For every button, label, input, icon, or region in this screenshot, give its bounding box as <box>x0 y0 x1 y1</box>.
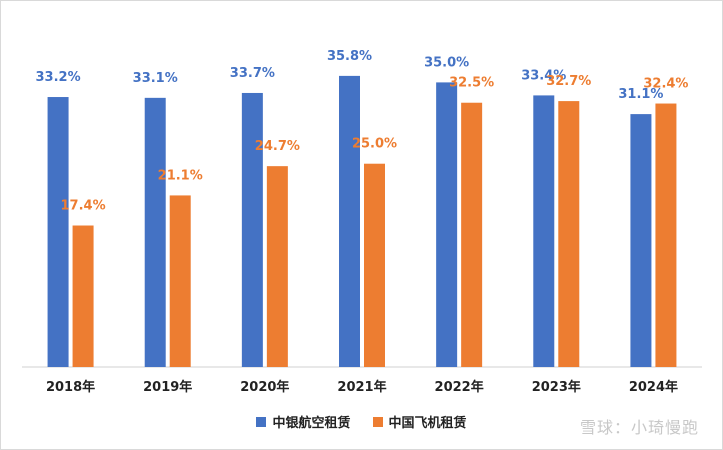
data-label-boc-aviation-4: 35.0% <box>424 55 469 70</box>
legend-item-boc-aviation: 中银航空租赁 <box>256 412 351 431</box>
data-label-cala-2: 24.7% <box>255 139 300 154</box>
bar-boc-aviation-2 <box>241 92 263 367</box>
x-tick-label-1: 2019年 <box>143 379 192 395</box>
data-label-cala-5: 32.7% <box>546 74 591 89</box>
data-label-boc-aviation-3: 35.8% <box>327 49 372 64</box>
data-label-boc-aviation-2: 33.7% <box>230 66 275 81</box>
watermark: 雪球：小琦慢跑 <box>579 418 699 437</box>
bar-cala-2 <box>266 166 288 367</box>
legend: 中银航空租赁 中国飞机租赁 <box>0 412 723 431</box>
legend-swatch <box>256 416 267 427</box>
legend-swatch <box>372 416 383 427</box>
x-tick-label-6: 2024年 <box>629 379 678 395</box>
bar-boc-aviation-6 <box>630 114 652 367</box>
data-label-boc-aviation-6: 31.1% <box>618 87 663 102</box>
x-tick-label-0: 2018年 <box>46 379 95 395</box>
legend-item-cala: 中国飞机租赁 <box>372 412 467 431</box>
bar-boc-aviation-3 <box>339 75 360 368</box>
x-tick-label-5: 2023年 <box>532 379 581 395</box>
data-label-boc-aviation-5: 33.4% <box>521 68 566 83</box>
data-label-cala-6: 32.4% <box>643 77 688 92</box>
data-label-boc-aviation-1: 33.1% <box>133 71 178 86</box>
legend-label: 中银航空租赁 <box>272 416 351 431</box>
bar-boc-aviation-1 <box>144 97 166 368</box>
data-label-cala-0: 17.4% <box>61 199 106 214</box>
bar-cala-6 <box>655 103 677 368</box>
data-label-cala-4: 32.5% <box>449 76 494 91</box>
bar-boc-aviation-5 <box>533 95 555 367</box>
data-label-boc-aviation-0: 33.2% <box>36 70 81 85</box>
bar-cala-3 <box>364 163 385 367</box>
x-tick-label-3: 2021年 <box>337 379 386 395</box>
bar-cala-1 <box>169 195 191 367</box>
x-tick-label-4: 2022年 <box>435 379 484 395</box>
bar-cala-4 <box>461 102 483 367</box>
data-label-cala-1: 21.1% <box>158 168 203 183</box>
bar-boc-aviation-4 <box>436 82 458 367</box>
bar-cala-5 <box>558 101 580 368</box>
x-tick-label-2: 2020年 <box>240 379 289 395</box>
bar-cala-0 <box>72 225 94 367</box>
legend-label: 中国飞机租赁 <box>388 416 467 431</box>
data-label-cala-3: 25.0% <box>352 137 397 152</box>
bar-boc-aviation-0 <box>47 97 69 367</box>
